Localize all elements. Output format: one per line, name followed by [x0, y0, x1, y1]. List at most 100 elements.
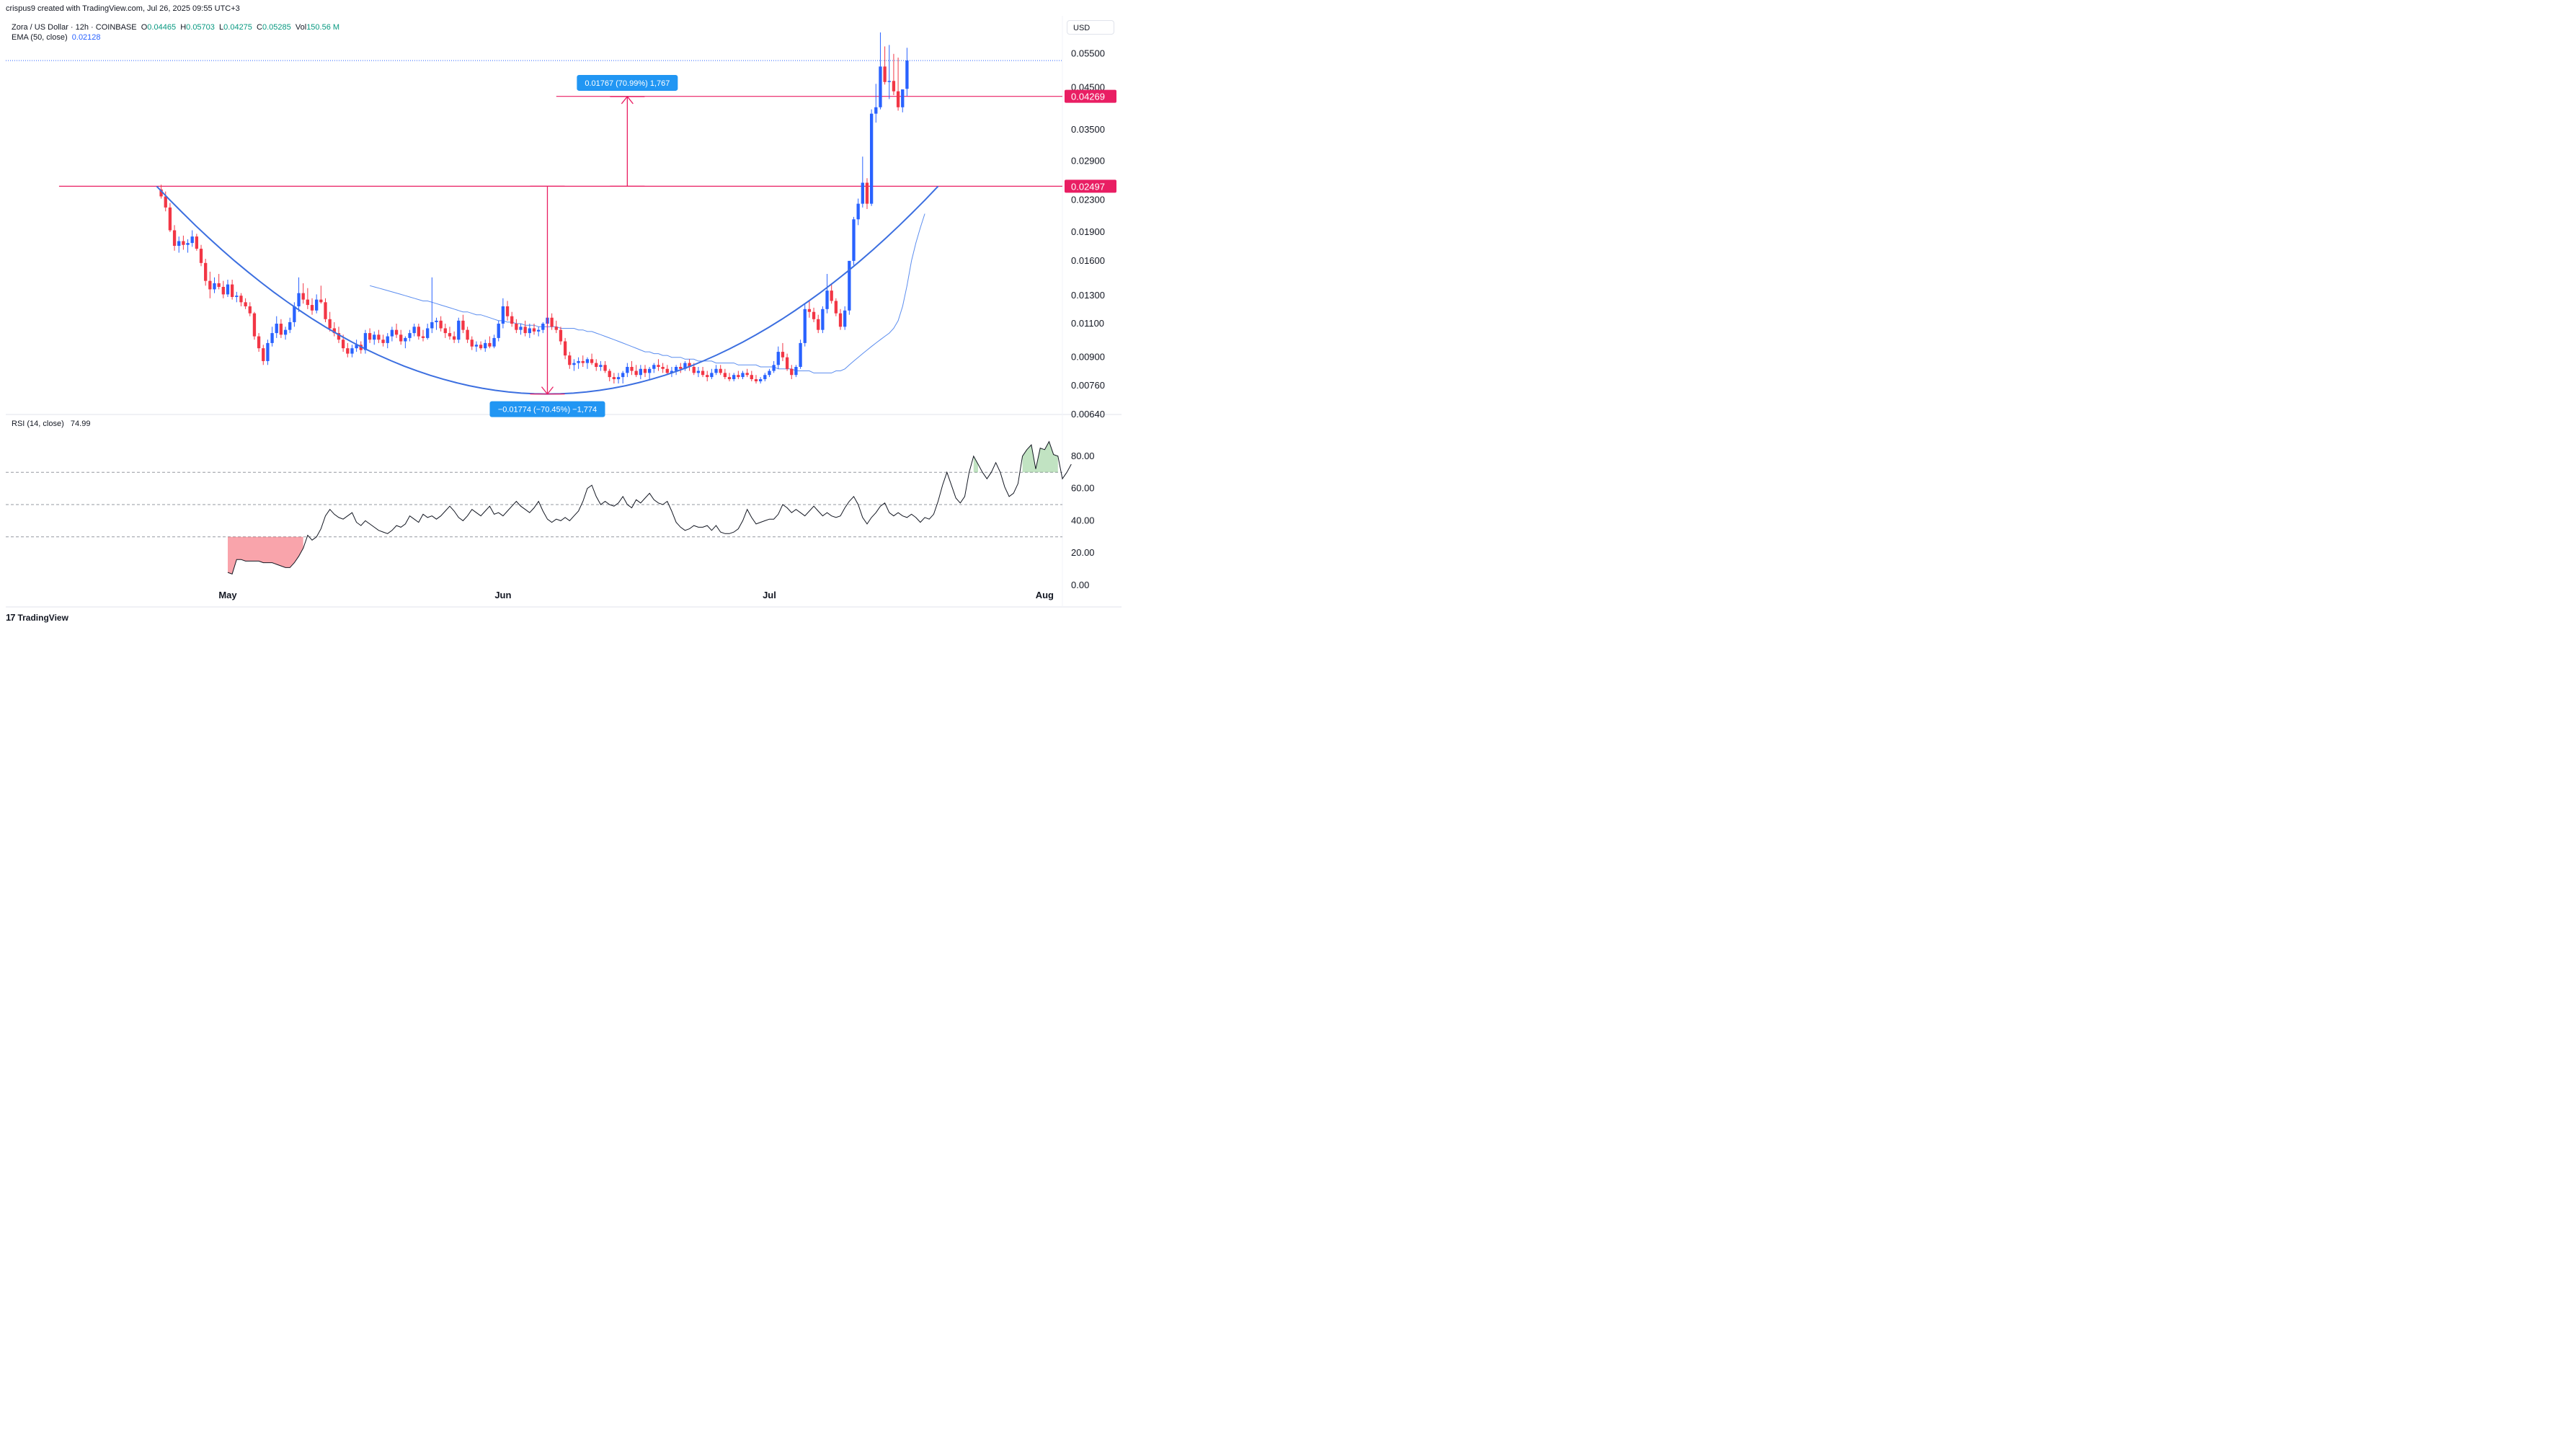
ema-label[interactable]: EMA (50, close): [12, 33, 68, 42]
candle-body: [581, 360, 585, 363]
candle-body: [696, 371, 701, 373]
price-tick-label: 0.00760: [1071, 380, 1105, 391]
candles-group: [159, 32, 909, 383]
candle-body: [230, 284, 234, 297]
candle-body: [488, 342, 492, 347]
candle-body: [830, 290, 833, 301]
candle-body: [461, 320, 465, 330]
ema-line: [369, 213, 925, 373]
candle-body: [377, 334, 381, 340]
candle-body: [714, 368, 718, 373]
candle-body: [790, 368, 794, 376]
candle-body: [732, 375, 736, 380]
candle-body: [306, 299, 310, 306]
low-label: L: [219, 23, 224, 32]
candle-body: [595, 363, 598, 368]
level-price-badge: [1065, 89, 1116, 103]
candle-body: [270, 333, 274, 343]
candle-body: [332, 328, 336, 334]
candle-body: [745, 373, 749, 376]
rsi-tick-label: 80.00: [1071, 451, 1095, 461]
low-value: 0.04275: [223, 23, 252, 32]
measure-label-box: [489, 401, 605, 417]
volume-label: Vol: [295, 23, 307, 32]
candle-body: [577, 360, 580, 363]
candle-body: [341, 340, 345, 349]
level-price-badge: [1065, 179, 1116, 193]
rsi-line: [227, 440, 1072, 574]
candle-body: [324, 302, 327, 319]
rsi-value: 74.99: [70, 420, 91, 428]
candle-body: [626, 367, 629, 373]
candle-body: [177, 241, 181, 247]
candle-body: [692, 367, 696, 373]
candle-body: [750, 375, 753, 380]
candle-body: [435, 320, 438, 322]
candle-body: [164, 196, 167, 208]
price-tick-label: 0.04500: [1071, 81, 1105, 92]
open-label: O: [141, 23, 148, 32]
candle-body: [172, 230, 177, 247]
measure-label-box: [577, 74, 678, 91]
candle-body: [892, 81, 896, 92]
candle-body: [195, 236, 199, 249]
candle-body: [404, 337, 407, 342]
candle-body: [213, 283, 216, 290]
candle-body: [883, 66, 887, 82]
candle-body: [856, 203, 860, 220]
candle-body: [727, 377, 732, 380]
price-tick-label: 0.03500: [1071, 124, 1105, 135]
candle-body: [301, 293, 305, 300]
candle-body: [328, 319, 332, 329]
candle-body: [235, 296, 239, 297]
candle-body: [608, 371, 611, 378]
candle-body: [244, 302, 247, 306]
price-tick-label: 0.01900: [1071, 226, 1105, 237]
candle-body: [652, 365, 656, 369]
rsi-legend: RSI (14, close) 74.99: [12, 420, 90, 428]
measure-arrow-head: [541, 386, 554, 395]
candle-body: [297, 293, 301, 306]
candle-body: [239, 296, 243, 303]
tradingview-logo[interactable]: 17 TradingView: [6, 612, 68, 623]
candle-body: [523, 327, 527, 334]
time-tick-label: Aug: [1036, 590, 1054, 600]
candle-body: [838, 313, 843, 327]
candle-body: [861, 182, 864, 204]
candle-body: [199, 249, 203, 263]
candle-body: [643, 368, 647, 373]
candle-body: [373, 334, 376, 340]
candle-body: [852, 219, 856, 261]
time-tick-label: May: [218, 590, 237, 600]
candle-body: [505, 306, 510, 316]
candle-body: [257, 336, 261, 349]
level-price-label: 0.02497: [1071, 181, 1105, 192]
candle-body: [719, 368, 722, 373]
candle-body: [710, 373, 714, 378]
candle-body: [515, 324, 518, 330]
candle-body: [217, 283, 221, 287]
candle-body: [661, 367, 665, 369]
candle-body: [794, 367, 798, 376]
candle-body: [665, 368, 669, 373]
candle-body: [781, 352, 785, 358]
candle-body: [879, 66, 882, 107]
candle-body: [758, 379, 763, 381]
price-tick-label: 0.05500: [1071, 48, 1105, 59]
candle-body: [599, 365, 603, 368]
candle-body: [737, 375, 740, 378]
candle-body: [843, 310, 847, 327]
candle-body: [421, 336, 425, 338]
candle-body: [817, 319, 820, 330]
candle-body: [448, 333, 452, 337]
candle-body: [785, 357, 789, 369]
price-chart[interactable]: 0.065000.055000.045000.035000.029000.023…: [0, 0, 1127, 627]
candle-body: [381, 340, 385, 343]
currency-selector[interactable]: USD: [1067, 20, 1114, 35]
price-tick-label: 0.01300: [1071, 290, 1105, 301]
rsi-label[interactable]: RSI (14, close): [12, 420, 64, 428]
symbol-label[interactable]: Zora / US Dollar · 12h · COINBASE: [12, 23, 137, 32]
candle-body: [896, 91, 900, 107]
candle-body: [616, 377, 621, 380]
candle-body: [363, 333, 368, 350]
